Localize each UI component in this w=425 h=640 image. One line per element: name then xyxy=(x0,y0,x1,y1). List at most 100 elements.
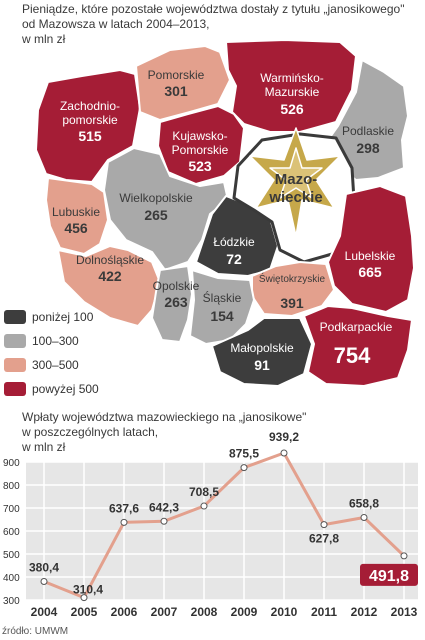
data-point-2006 xyxy=(120,518,128,526)
map-title-line-3: w mln zł xyxy=(22,32,66,46)
region-malopolskie xyxy=(211,317,313,387)
region-label-lodzkie: Łódzkie xyxy=(213,235,255,249)
legend-swatch-mid xyxy=(4,334,26,348)
data-label-2004: 380,4 xyxy=(29,561,59,575)
data-label-2012: 658,8 xyxy=(349,496,379,510)
region-lubuskie xyxy=(45,177,109,255)
region-label-warminsko-mazurskie-2: Mazurskie xyxy=(265,85,320,99)
region-label-lubuskie: Lubuskie xyxy=(52,205,100,219)
data-label-2011: 627,8 xyxy=(309,532,339,546)
data-point-2012 xyxy=(360,513,368,521)
region-label-slaskie: Śląskie xyxy=(203,290,242,305)
x-tick-2006: 2006 xyxy=(111,605,138,619)
map-legend: poniżej 100 100–300 300–500 powyżej 500 xyxy=(4,310,99,396)
region-lubelskie xyxy=(327,185,415,313)
region-wielkopolskie xyxy=(103,147,229,271)
data-point-2013 xyxy=(400,552,408,560)
region-label-podkarpackie: Podkarpackie xyxy=(320,320,393,334)
map-title-line-1: Pieniądze, które pozostałe województwa d… xyxy=(22,2,405,16)
y-tick-900: 900 xyxy=(3,458,20,469)
mazowieckie-label-2: wieckie xyxy=(268,189,322,206)
chart-title-line-3: w mln zł xyxy=(22,440,66,454)
region-label-zachodniopomorskie-2: pomorskie xyxy=(62,113,118,127)
legend-swatch-top xyxy=(4,382,26,396)
region-value-malopolskie: 91 xyxy=(254,357,270,373)
data-label-2008: 708,5 xyxy=(189,485,219,499)
legend-swatch-low xyxy=(4,310,26,324)
map-title: Pieniądze, które pozostałe województwa d… xyxy=(22,2,422,47)
region-pomorskie xyxy=(135,45,231,121)
region-opolskie xyxy=(151,265,193,343)
region-value-lodzkie: 72 xyxy=(226,251,242,267)
region-label-podlaskie: Podlaskie xyxy=(342,124,394,138)
x-tick-2007: 2007 xyxy=(151,605,178,619)
chart-title-line-2: w poszczególnych latach, xyxy=(22,425,159,439)
region-value-lubelskie: 665 xyxy=(358,264,382,280)
data-point-2005 xyxy=(80,594,88,602)
region-value-kujawsko-pomorskie: 523 xyxy=(188,158,212,174)
chart-title-line-1: Wpłaty województwa mazowieckiego na „jan… xyxy=(22,410,307,424)
region-value-pomorskie: 301 xyxy=(164,83,188,99)
map-title-line-2: od Mazowsza w latach 2004–2013, xyxy=(22,17,210,31)
region-swietokrzyskie xyxy=(251,261,335,317)
legend-label-mid: 100–300 xyxy=(32,334,79,348)
region-label-kujawsko-pomorskie-1: Kujawsko- xyxy=(172,129,227,143)
region-slaskie xyxy=(189,269,255,345)
region-label-warminsko-mazurskie-1: Warmińsko- xyxy=(260,71,324,85)
x-tick-2010: 2010 xyxy=(271,605,298,619)
data-label-2009: 875,5 xyxy=(229,447,259,461)
legend-swatch-high xyxy=(4,358,26,372)
region-value-opolskie: 263 xyxy=(164,294,188,310)
data-point-2004 xyxy=(40,578,48,586)
legend-label-top: powyżej 500 xyxy=(32,382,99,396)
region-label-pomorskie: Pomorskie xyxy=(148,68,205,82)
region-zachodniopomorskie xyxy=(35,69,141,183)
data-label-2007: 642,3 xyxy=(149,500,179,514)
x-tick-2009: 2009 xyxy=(231,605,258,619)
region-labels: Zachodnio- pomorskie 515 Pomorskie 301 W… xyxy=(52,68,396,373)
source-note: źródło: UMWM xyxy=(2,626,69,637)
y-tick-300: 300 xyxy=(3,596,20,607)
chart-series xyxy=(40,449,408,602)
region-label-lubelskie: Lubelskie xyxy=(345,249,396,263)
x-tick-2004: 2004 xyxy=(31,605,58,619)
data-point-2009 xyxy=(240,464,248,472)
region-value-swietokrzyskie: 391 xyxy=(280,295,304,311)
chart-gridlines xyxy=(26,461,418,601)
mazowieckie-label-1: Mazo- xyxy=(275,171,318,188)
legend-label-low: poniżej 100 xyxy=(32,310,94,324)
data-point-2008 xyxy=(200,502,208,510)
region-warminsko-mazurskie xyxy=(225,39,357,133)
y-tick-500: 500 xyxy=(3,550,20,561)
x-tick-2012: 2012 xyxy=(351,605,378,619)
y-tick-400: 400 xyxy=(3,573,20,584)
x-tick-2005: 2005 xyxy=(71,605,98,619)
region-label-opolskie: Opolskie xyxy=(153,279,200,293)
data-label-2010: 939,2 xyxy=(269,430,299,444)
region-value-podkarpackie: 754 xyxy=(334,343,371,368)
x-tick-2011: 2011 xyxy=(311,605,337,619)
region-value-podlaskie: 298 xyxy=(356,140,380,156)
region-value-warminsko-mazurskie: 526 xyxy=(280,101,304,117)
series-line xyxy=(43,451,406,600)
legend-label-high: 300–500 xyxy=(32,358,79,372)
region-podkarpackie xyxy=(303,305,413,387)
region-value-dolnoslaskie: 422 xyxy=(98,268,122,284)
region-label-dolnoslaskie: Dolnośląskie xyxy=(76,253,144,267)
chart-x-ticks: 2004 2005 2006 2007 2008 2009 2010 2011 2012 2013 xyxy=(31,605,418,619)
chart-data-labels: 380,4 310,4 637,6 642,3 708,5 875,5 939,2 627,8… xyxy=(29,430,418,597)
data-label-2013: 491,8 xyxy=(369,568,409,585)
x-tick-2013: 2013 xyxy=(391,605,418,619)
data-label-box-2013 xyxy=(360,563,418,586)
x-tick-2008: 2008 xyxy=(191,605,218,619)
y-tick-600: 600 xyxy=(3,527,20,538)
data-label-2005: 310,4 xyxy=(73,583,103,597)
poland-map xyxy=(35,39,415,387)
region-label-wielkopolskie: Wielkopolskie xyxy=(119,191,193,205)
y-tick-800: 800 xyxy=(3,481,20,492)
y-tick-700: 700 xyxy=(3,504,20,515)
region-label-malopolskie: Małopolskie xyxy=(230,341,294,355)
region-label-swietokrzyskie: Świętokrzyskie xyxy=(259,272,326,285)
chart-y-ticks: 300 400 500 600 700 800 900 xyxy=(3,458,20,607)
